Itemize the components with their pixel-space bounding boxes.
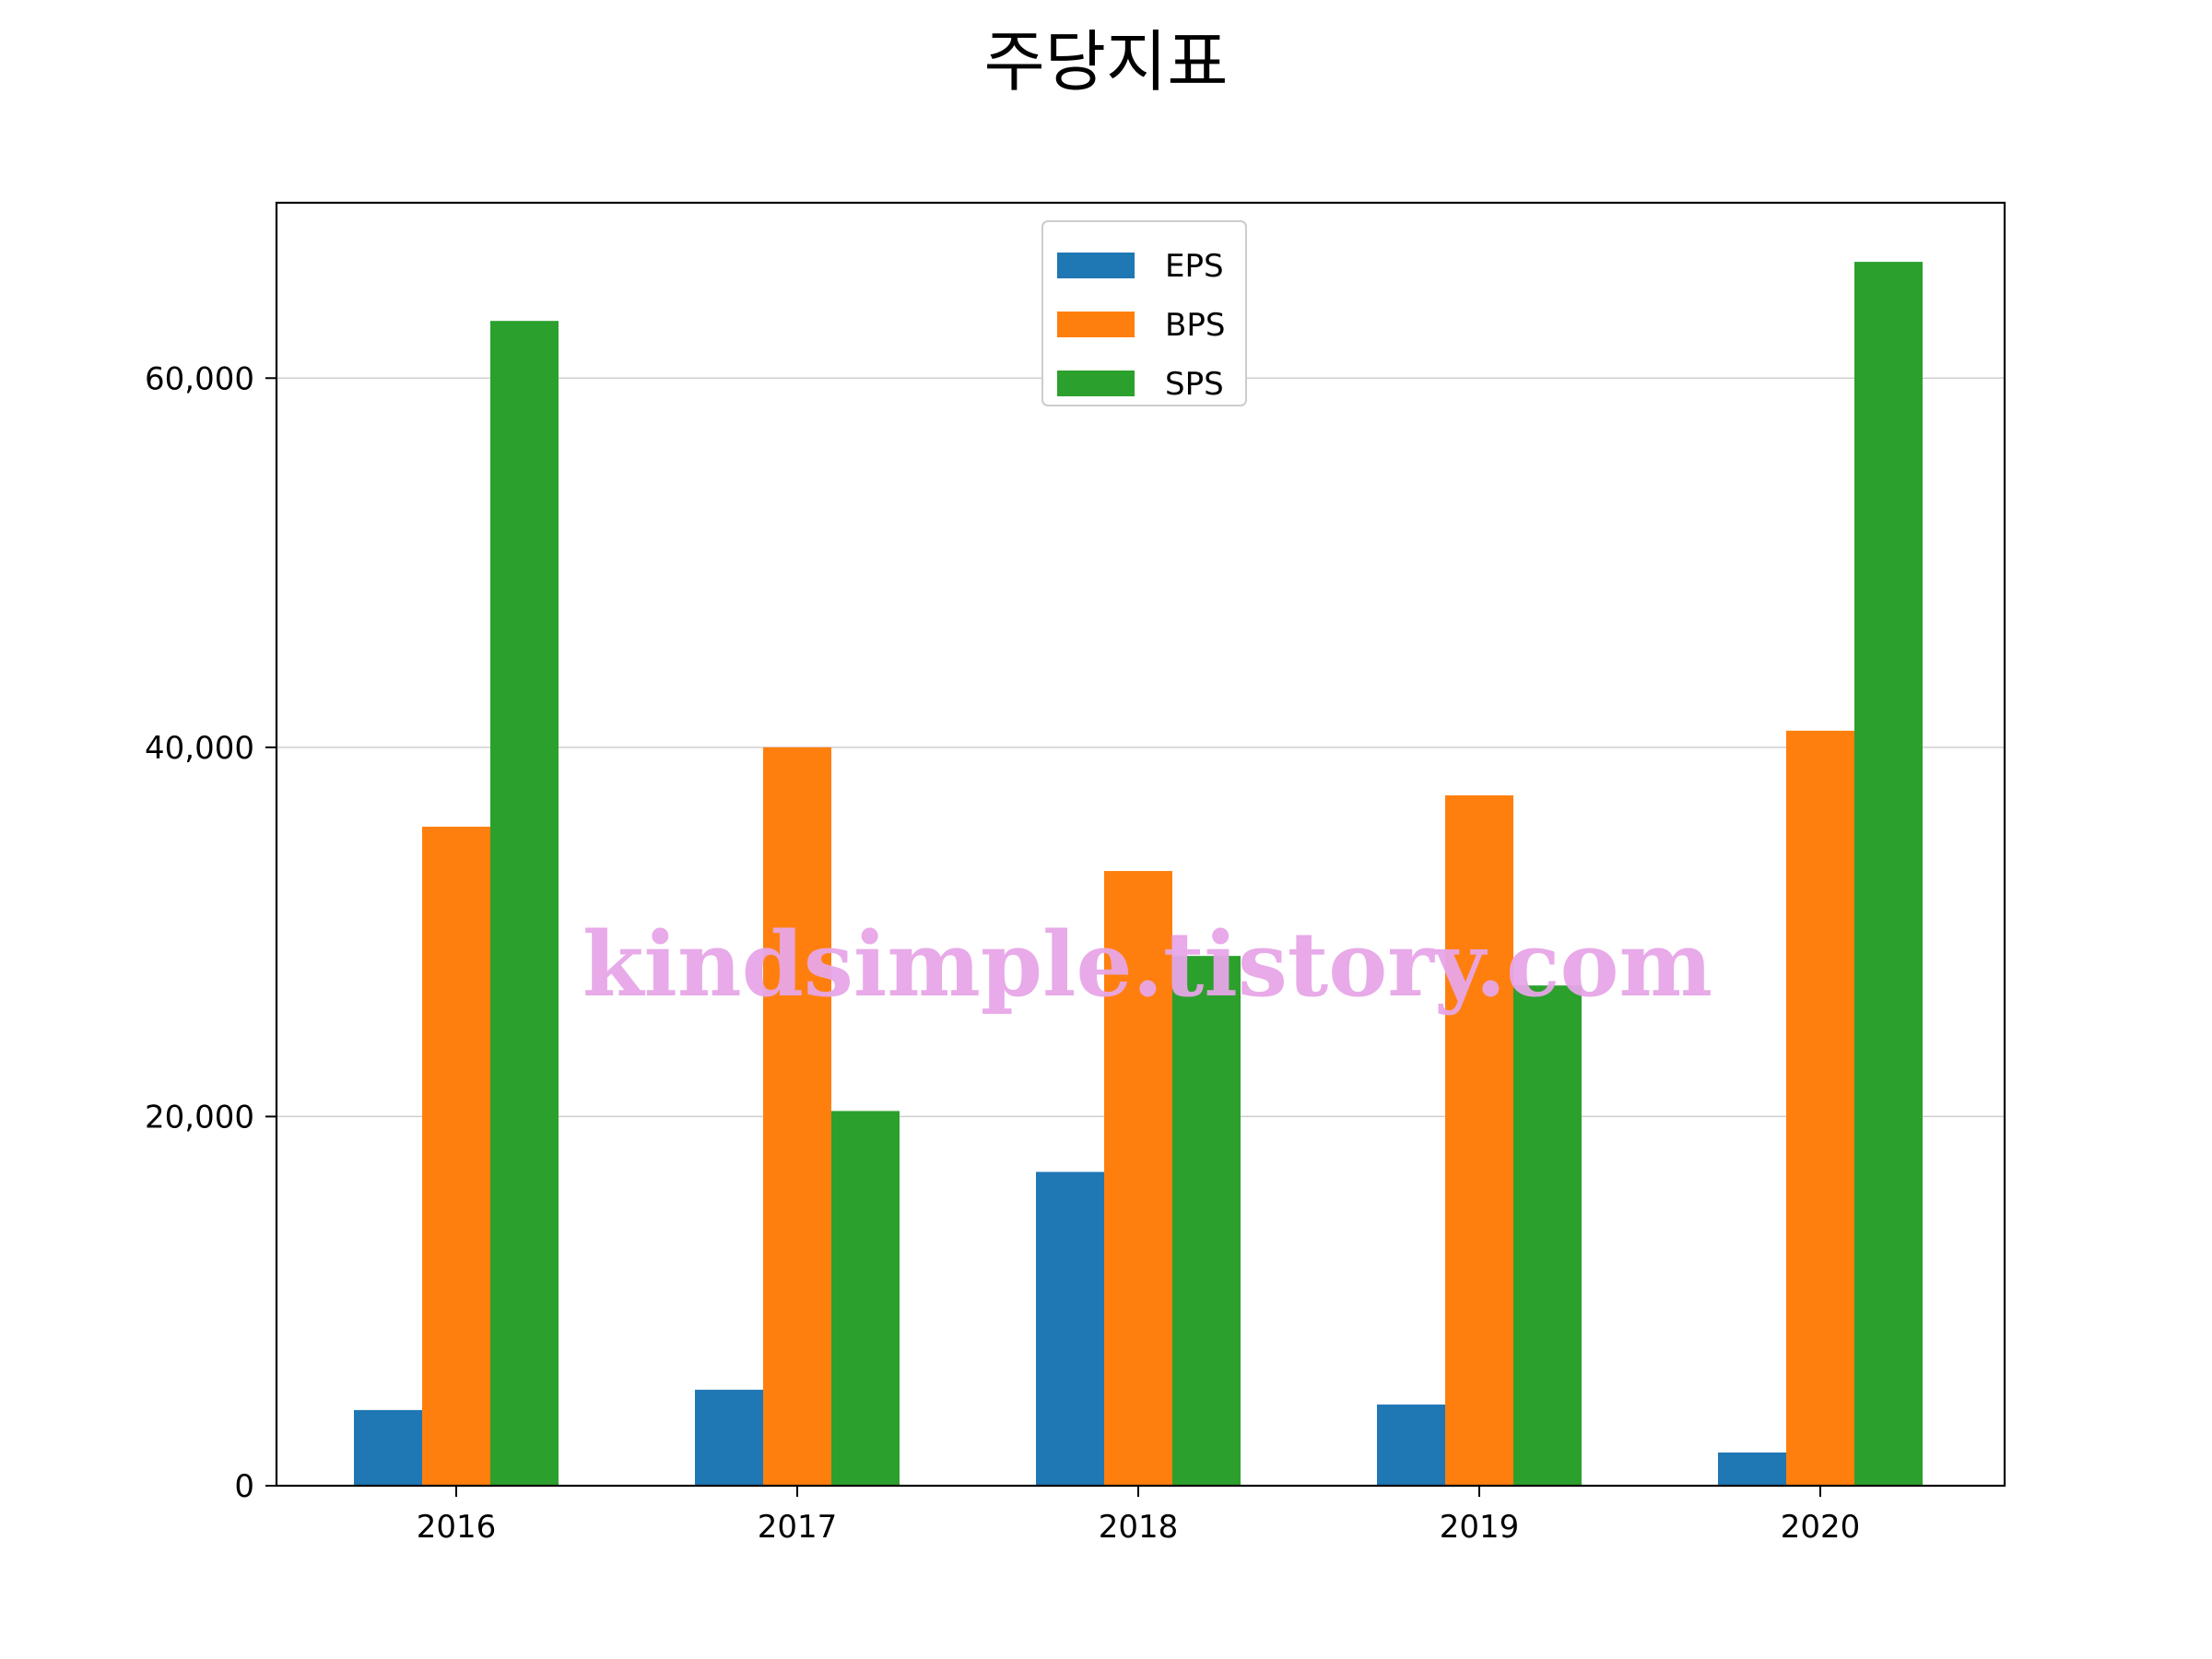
x-tick-label: 2017	[758, 1509, 838, 1546]
bar-sps-2016	[490, 321, 559, 1486]
y-tick-label: 0	[234, 1468, 254, 1505]
bar-sps-2019	[1513, 985, 1582, 1486]
x-tick-label: 2018	[1099, 1509, 1179, 1546]
bar-eps-2016	[354, 1409, 422, 1486]
y-tick-label: 40,000	[145, 730, 254, 767]
bar-eps-2020	[1718, 1452, 1786, 1486]
legend-label-sps: SPS	[1165, 366, 1224, 403]
bar-sps-2020	[1854, 262, 1923, 1487]
x-tick-label: 2020	[1781, 1509, 1861, 1546]
ticks-layer: 0 20,000 40,000 60,000 2016 2017 2018 2019 2020	[145, 360, 1860, 1546]
legend-swatch-bps	[1057, 312, 1135, 337]
plot-frame	[275, 201, 2006, 1488]
x-tick-label: 2019	[1440, 1509, 1520, 1546]
axes-layer	[275, 201, 2006, 1488]
legend-label-eps: EPS	[1165, 248, 1224, 285]
bars-layer	[354, 262, 1923, 1487]
y-tick-label: 60,000	[145, 360, 254, 397]
legend-swatch-eps	[1057, 253, 1135, 278]
bar-bps-2016	[422, 826, 490, 1486]
bar-bps-2019	[1445, 794, 1513, 1486]
watermark-text: kindsimple.tistory.com	[582, 912, 1712, 1017]
bar-eps-2019	[1377, 1404, 1445, 1486]
legend-label-bps: BPS	[1165, 307, 1225, 344]
bar-bps-2017	[763, 747, 831, 1486]
bar-sps-2017	[831, 1111, 900, 1486]
legend-swatch-sps	[1057, 371, 1135, 396]
chart-title: 주당지표	[984, 23, 1229, 100]
bar-bps-2020	[1786, 730, 1854, 1486]
x-tick-label: 2016	[417, 1509, 497, 1546]
bar-bps-2018	[1104, 871, 1172, 1486]
legend: EPS BPS SPS	[1041, 220, 1247, 406]
bar-eps-2018	[1036, 1171, 1104, 1486]
y-tick-label: 20,000	[145, 1099, 254, 1135]
bar-sps-2018	[1172, 956, 1241, 1486]
bar-eps-2017	[695, 1389, 763, 1486]
